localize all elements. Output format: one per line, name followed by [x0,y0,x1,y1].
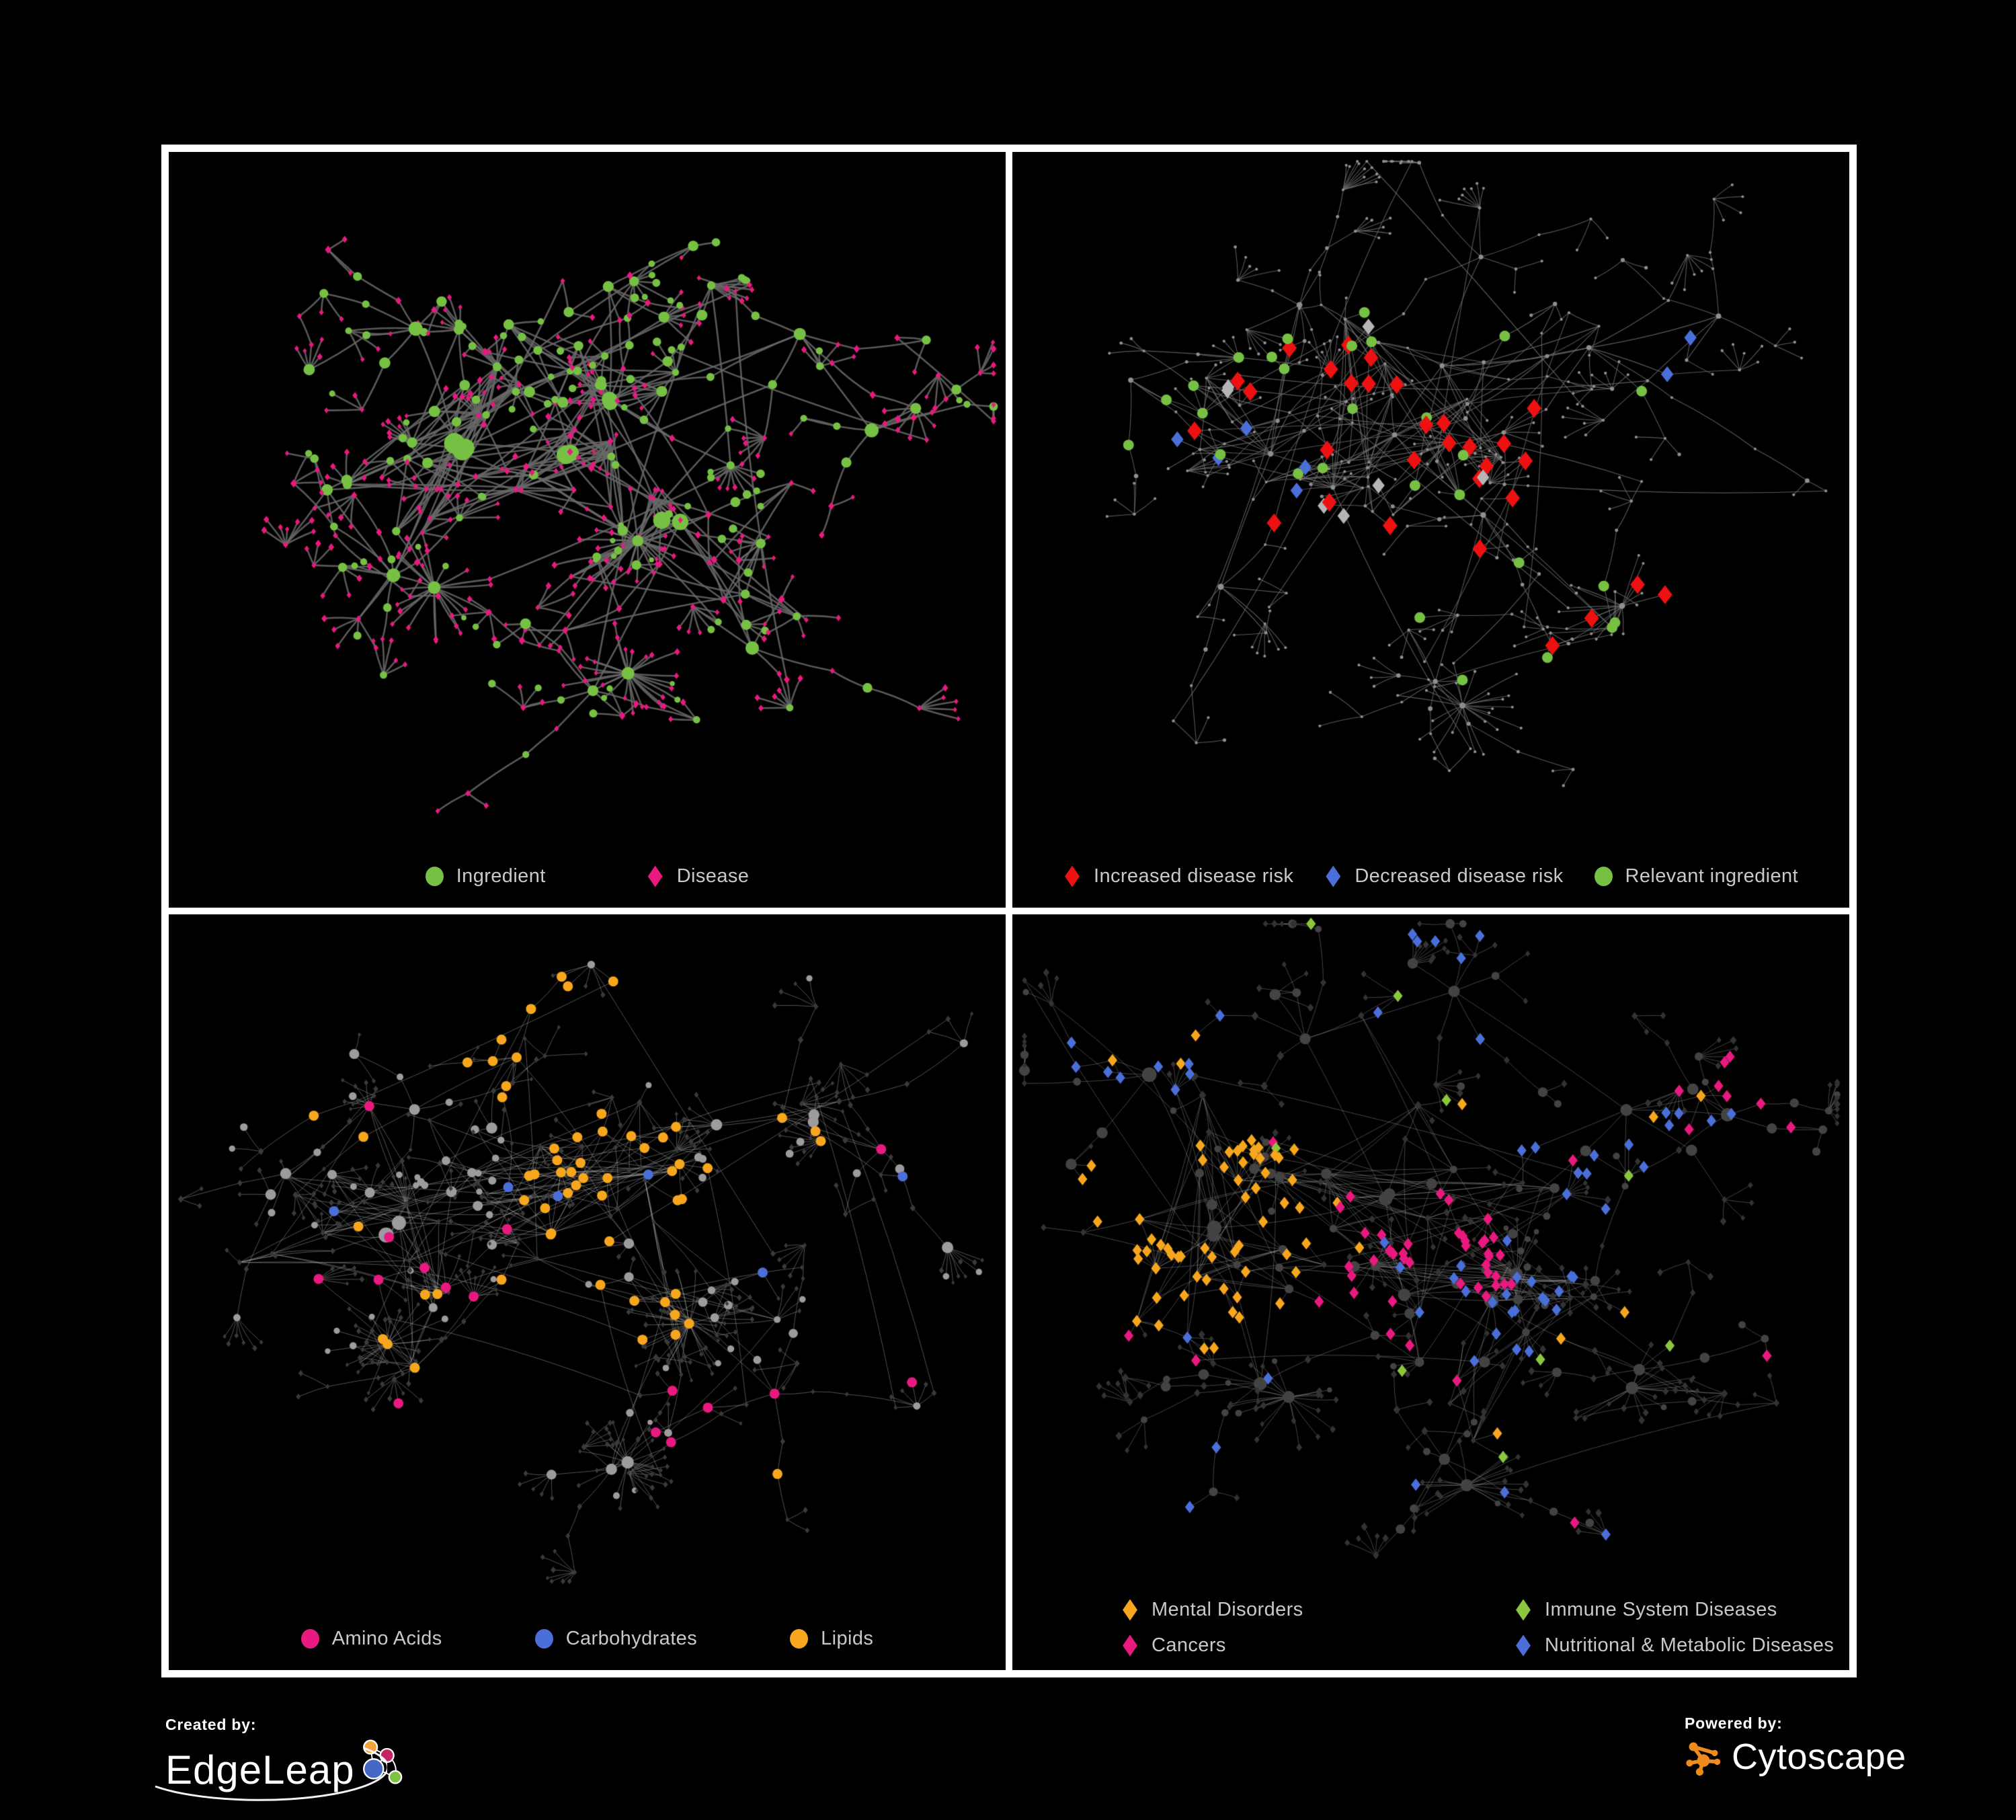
legend-label: Increased disease risk [1093,865,1294,887]
edgeleap-logo-icon [362,1739,402,1784]
panel-grid: Ingredient Disease Increased disease risk… [161,145,1857,1677]
diamond-marker-icon [647,865,663,887]
diamond-marker-icon [1065,865,1080,887]
circle-marker-icon [790,1629,809,1649]
diamond-marker-icon [1123,1634,1137,1657]
legend-item-cancers: Cancers [1121,1634,1515,1657]
legend-item-amino-acids: Amino Acids [300,1628,442,1650]
diamond-marker-icon [1123,1599,1137,1621]
legend-item-carbohydrates: Carbohydrates [534,1628,698,1650]
legend-item-mental-disorders: Mental Disorders [1121,1599,1515,1621]
panel-ingredient-disease: Ingredient Disease [169,152,1006,908]
diamond-marker-icon [1326,865,1341,887]
diamond-marker-icon [1516,1634,1531,1657]
legend-label: Disease [676,865,750,887]
legend-item-decreased-disease-risk: Decreased disease risk [1324,865,1563,887]
panel-disease-risk: Increased disease risk Decreased disease … [1012,152,1849,908]
edgeleap-wordmark: EdgeLeap [165,1747,355,1792]
cytoscape-logo-icon [1686,1742,1721,1776]
created-by-label: Created by: [165,1716,257,1733]
legend-item-disease: Disease [647,865,750,887]
legend-label: Nutritional & Metabolic Diseases [1545,1634,1834,1656]
legend-label: Relevant ingredient [1625,865,1799,887]
circle-marker-icon [425,867,444,886]
legend-label: Mental Disorders [1152,1599,1303,1620]
legend-label: Lipids [821,1628,874,1649]
circle-marker-icon [1594,867,1613,886]
legend-label: Decreased disease risk [1355,865,1564,887]
legend-label: Amino Acids [331,1628,442,1649]
legend-label: Cancers [1152,1634,1226,1656]
legend-label: Carbohydrates [565,1628,698,1649]
disease-risk-legend: Increased disease risk Decreased disease … [1012,865,1849,887]
legend-item-ingredient: Ingredient [425,865,546,887]
cytoscape-wordmark: Cytoscape [1732,1737,1906,1777]
nutrient-class-network-canvas [169,914,1006,1591]
panel-disease-class: Mental Disorders Immune System Diseases Ca… [1012,914,1849,1670]
disease-risk-network-canvas [1012,152,1849,828]
powered-by-label: Powered by: [1685,1714,1783,1732]
circle-marker-icon [300,1629,319,1649]
legend-item-immune-system-diseases: Immune System Diseases [1515,1599,1834,1621]
circle-marker-icon [534,1629,553,1649]
legend-item-increased-disease-risk: Increased disease risk [1063,865,1293,887]
legend-item-relevant-ingredient: Relevant ingredient [1594,865,1799,887]
legend-label: Immune System Diseases [1545,1599,1777,1620]
created-by-credit: Created by: EdgeLeap [155,1716,407,1801]
legend-label: Ingredient [456,865,546,887]
diamond-marker-icon [1516,1599,1531,1621]
nutrient-class-legend: Amino Acids Carbohydrates Lipids [169,1628,1006,1650]
panel-nutrient-class: Amino Acids Carbohydrates Lipids [169,914,1006,1670]
powered-by-credit: Powered by: Cytoscape [1685,1714,1906,1776]
disease-class-network-canvas [1012,914,1849,1591]
disease-class-legend: Mental Disorders Immune System Diseases Ca… [1012,1599,1849,1657]
legend-item-nutritional-metabolic-diseases: Nutritional & Metabolic Diseases [1515,1634,1834,1657]
ingredient-disease-network-canvas [169,152,1006,828]
legend-item-lipids: Lipids [790,1628,873,1650]
ingredient-disease-legend: Ingredient Disease [169,865,1006,887]
